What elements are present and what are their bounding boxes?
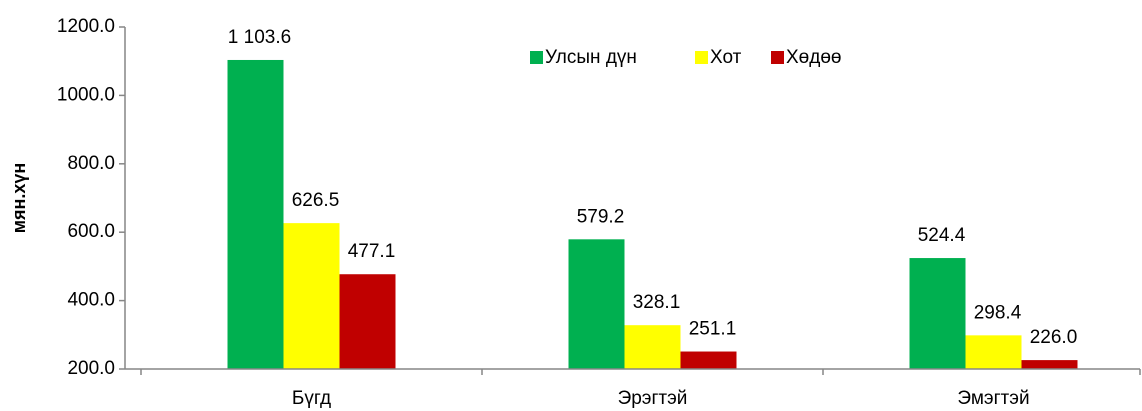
bar bbox=[283, 223, 340, 369]
data-label: 328.1 bbox=[633, 292, 681, 313]
data-label: 579.2 bbox=[577, 206, 625, 227]
y-tick-label: 600.0 bbox=[67, 221, 115, 242]
data-label: 1 103.6 bbox=[228, 27, 291, 48]
bar bbox=[568, 239, 625, 369]
y-axis-title: мян.хүн bbox=[9, 163, 29, 234]
legend-label: Хот bbox=[710, 47, 742, 68]
bar bbox=[227, 59, 284, 369]
x-tick-label: Эмэгтэй bbox=[957, 388, 1029, 409]
y-tick-label: 1200.0 bbox=[57, 16, 115, 37]
bar bbox=[909, 258, 966, 369]
data-label: 626.5 bbox=[292, 190, 340, 211]
legend-label: Хөдөө bbox=[786, 47, 841, 68]
bar bbox=[680, 351, 737, 369]
legend-label: Улсын дүн bbox=[545, 47, 637, 68]
legend-swatch bbox=[771, 51, 784, 64]
y-tick-label: 200.0 bbox=[67, 358, 115, 379]
x-tick-label: Бүгд bbox=[292, 388, 331, 409]
y-tick-label: 800.0 bbox=[67, 153, 115, 174]
data-label: 226.0 bbox=[1030, 327, 1078, 348]
bar bbox=[624, 325, 681, 369]
data-label: 251.1 bbox=[689, 319, 737, 340]
y-tick-label: 1000.0 bbox=[57, 84, 115, 105]
legend-swatch bbox=[530, 51, 543, 64]
x-tick-label: Эрэгтэй bbox=[618, 388, 688, 409]
bar bbox=[965, 335, 1022, 369]
data-label: 524.4 bbox=[918, 225, 966, 246]
y-tick-label: 400.0 bbox=[67, 290, 115, 311]
legend-swatch bbox=[695, 51, 708, 64]
data-label: 298.4 bbox=[974, 302, 1022, 323]
bar bbox=[1021, 360, 1078, 369]
bar bbox=[339, 274, 396, 369]
data-label: 477.1 bbox=[348, 241, 396, 262]
